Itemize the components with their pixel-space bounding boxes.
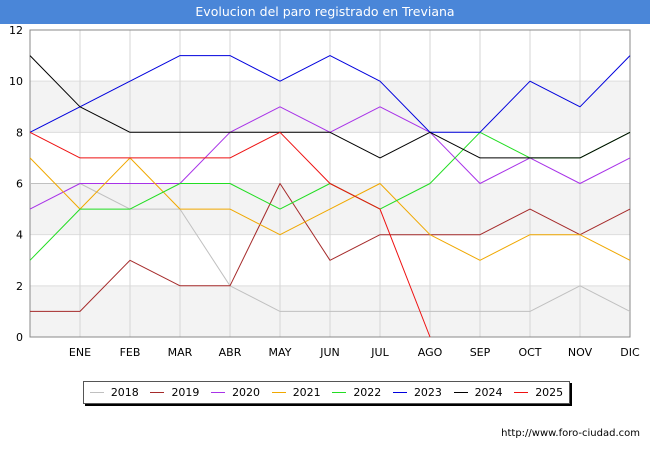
x-tick-label: JUN [319,346,340,359]
y-tick-label: 10 [9,75,23,88]
legend-item-2020: 2020 [211,386,260,399]
legend-swatch [89,392,104,393]
legend-label: 2023 [413,386,442,399]
x-tick-label: JUL [370,346,389,359]
series-line-2024 [29,55,631,159]
x-tick-label: AGO [418,346,443,359]
legend-swatch [271,392,286,393]
y-tick-label: 6 [16,178,23,191]
chart-legend: 2018 2019 2020 2021 2022 2023 2024 2025 [83,381,570,404]
x-tick-label: OCT [518,346,541,359]
legend-item-2024: 2024 [453,386,503,399]
legend-item-2019: 2019 [150,386,199,399]
legend-item-2018: 2018 [89,386,139,399]
legend-label: 2018 [110,386,139,399]
series-line-2025 [29,131,431,338]
legend-label: 2020 [232,386,261,399]
legend-label: 2025 [535,386,564,399]
y-tick-label: 8 [16,126,23,139]
series-line-2023 [29,55,631,133]
legend-swatch [453,392,468,393]
x-tick-label: SEP [470,346,491,359]
y-tick-label: 0 [16,331,23,344]
chart-title: Evolucion del paro registrado en Trevian… [0,0,650,24]
x-tick-label: FEB [120,346,141,359]
series-2025 [29,131,431,338]
legend-item-2021: 2021 [271,386,321,399]
series-2019 [30,183,631,312]
y-tick-label: 2 [16,280,23,293]
x-tick-label: MAR [168,346,193,359]
legend-item-2023: 2023 [392,386,442,399]
legend-swatch [332,392,347,393]
legend-swatch [392,392,407,393]
legend-label: 2021 [292,386,321,399]
series-2024 [29,55,631,159]
legend-label: 2022 [353,386,382,399]
x-tick-label: NOV [568,346,593,359]
series-2023 [29,55,631,133]
legend-item-2025: 2025 [514,386,563,399]
legend-label: 2024 [474,386,503,399]
legend-item-2022: 2022 [332,386,381,399]
x-tick-label: MAY [269,346,292,359]
legend-swatch [211,392,226,393]
x-tick-label: ABR [219,346,242,359]
legend-swatch [514,392,529,393]
y-tick-label: 12 [9,24,23,37]
y-tick-label: 4 [16,229,23,242]
x-tick-label: DIC [620,346,640,359]
source-url: http://www.foro-ciudad.com [501,428,640,439]
x-tick-label: ENE [69,346,91,359]
legend-swatch [150,392,165,393]
legend-label: 2019 [171,386,200,399]
series-line-2019 [30,183,631,312]
